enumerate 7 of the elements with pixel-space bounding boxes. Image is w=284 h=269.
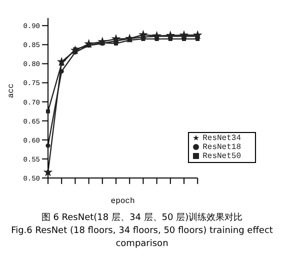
legend-label: ResNet18 [202, 143, 241, 152]
legend-label: ResNet34 [202, 134, 241, 143]
caption: 图 6 ResNet(18 层、34 层、50 层)训练效果对比 [40, 212, 244, 225]
x-axis-title: epoch [110, 197, 135, 206]
legend-label: ResNet50 [202, 152, 241, 161]
caption: Fig.6 ResNet (18 floors, 34 floors, 50 floors) training effect comparison [10, 225, 274, 251]
y-axis-title: acc [6, 83, 16, 98]
